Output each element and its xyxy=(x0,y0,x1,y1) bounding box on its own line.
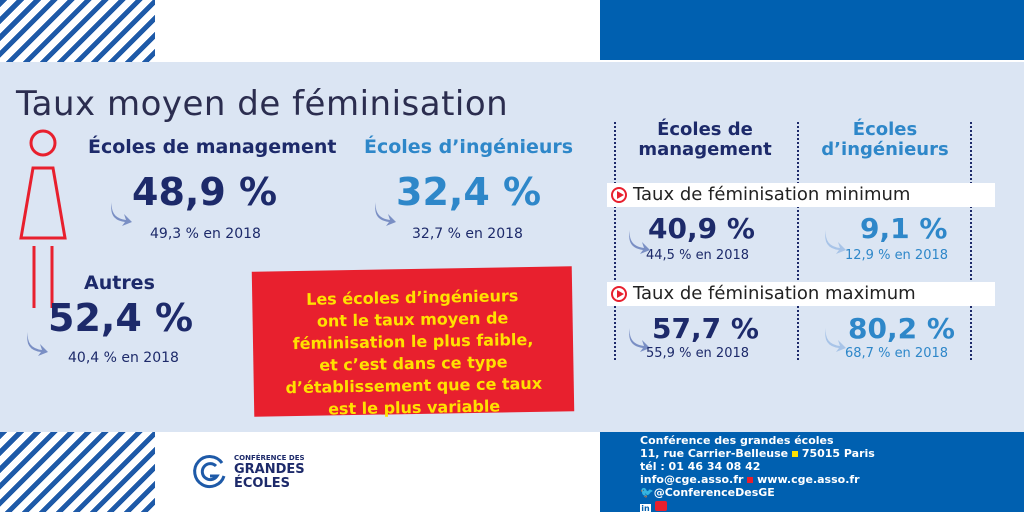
footer-twitter: @ConferenceDesGE xyxy=(653,486,775,499)
decor-band-top xyxy=(600,0,1024,60)
ingenieurs-prev: 32,7 % en 2018 xyxy=(412,226,523,242)
youtube-icon[interactable] xyxy=(654,501,667,511)
play-icon xyxy=(611,187,627,203)
footer-contact: Conférence des grandes écoles 11, rue Ca… xyxy=(640,434,875,514)
linkedin-icon[interactable]: in xyxy=(640,504,651,514)
min-band: Taux de féminisation minimum xyxy=(607,183,995,207)
play-icon xyxy=(611,286,627,302)
ingenieurs-value: 32,4 % xyxy=(396,170,542,214)
footer-web-line: info@cge.asso.fr www.cge.asso.fr xyxy=(640,473,875,486)
min-ingenieurs-prev: 12,9 % en 2018 xyxy=(845,248,949,263)
max-ingenieurs-prev: 68,7 % en 2018 xyxy=(845,346,949,361)
footer-address-line: 11, rue Carrier-Belleuse 75015 Paris xyxy=(640,447,875,460)
footer-twitter-line[interactable]: 🐦@ConferenceDesGE xyxy=(640,486,875,499)
autres-label: Autres xyxy=(84,272,155,294)
footer-name: Conférence des grandes écoles xyxy=(640,434,834,447)
col-ingenieurs-header: Écoles d’ingénieurs xyxy=(800,120,970,160)
footer-website[interactable]: www.cge.asso.fr xyxy=(757,473,860,486)
header-line: management xyxy=(638,139,772,160)
footer-city: 75015 Paris xyxy=(801,447,875,460)
cge-logo: CONFÉRENCE DES GRANDES ÉCOLES xyxy=(192,452,322,492)
woman-icon xyxy=(19,129,67,308)
down-arrow-icon xyxy=(27,332,48,356)
autres-prev: 40,4 % en 2018 xyxy=(68,350,179,366)
min-management-value: 40,9 % xyxy=(648,212,755,245)
down-arrow-icon xyxy=(629,328,650,352)
max-management-value: 57,7 % xyxy=(652,312,759,345)
management-value: 48,9 % xyxy=(132,170,278,214)
management-prev: 49,3 % en 2018 xyxy=(150,226,261,242)
cge-logo-mark xyxy=(193,455,226,489)
divider xyxy=(797,122,799,360)
autres-value: 52,4 % xyxy=(48,296,194,340)
divider xyxy=(970,122,972,360)
down-arrow-icon xyxy=(375,202,396,226)
ingenieurs-label: Écoles d’ingénieurs xyxy=(364,136,574,158)
red-square xyxy=(747,477,754,483)
callout-box: Les écoles d’ingénieurs ont le taux moye… xyxy=(251,266,575,418)
header-line: d’ingénieurs xyxy=(821,139,949,160)
logo-line2: GRANDES xyxy=(234,462,305,477)
page-title: Taux moyen de féminisation xyxy=(16,84,509,124)
max-management-prev: 55,9 % en 2018 xyxy=(646,346,750,361)
logo-line1: CONFÉRENCE DES xyxy=(234,454,305,462)
down-arrow-icon xyxy=(111,202,132,226)
logo-line3: ÉCOLES xyxy=(234,476,290,491)
divider xyxy=(614,122,616,360)
twitter-icon: 🐦 xyxy=(640,486,654,499)
header-line: Écoles xyxy=(852,119,918,140)
social-icons: in xyxy=(640,501,875,514)
management-label: Écoles de management xyxy=(88,136,337,158)
footer-band xyxy=(600,432,1024,512)
col-management-header: Écoles de management xyxy=(620,120,790,160)
down-arrow-icon xyxy=(825,230,846,254)
footer-tel: tél : 01 46 34 08 42 xyxy=(640,460,761,473)
max-band: Taux de féminisation maximum xyxy=(607,282,995,306)
down-arrow-icon xyxy=(825,328,846,352)
decor-stripes-bottom xyxy=(0,432,155,512)
min-management-prev: 44,5 % en 2018 xyxy=(646,248,750,263)
max-ingenieurs-value: 80,2 % xyxy=(848,312,955,345)
max-label: Taux de féminisation maximum xyxy=(633,283,916,304)
footer-email[interactable]: info@cge.asso.fr xyxy=(640,473,744,486)
footer-address: 11, rue Carrier-Belleuse xyxy=(640,447,789,460)
min-ingenieurs-value: 9,1 % xyxy=(860,212,948,245)
yellow-square xyxy=(791,451,798,457)
min-label: Taux de féminisation minimum xyxy=(633,184,911,205)
down-arrow-icon xyxy=(629,230,650,254)
header-line: Écoles de xyxy=(657,119,753,140)
decor-stripes-top xyxy=(0,0,155,62)
